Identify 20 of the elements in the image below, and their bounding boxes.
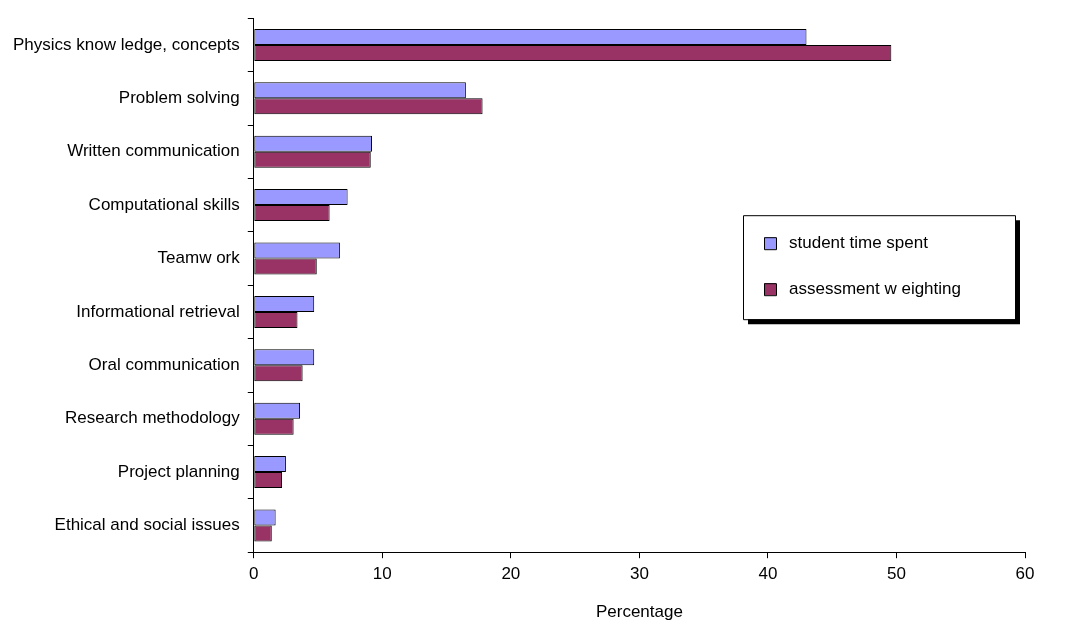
x-tick-label: 30 <box>629 564 649 584</box>
x-tick-label: 10 <box>372 564 392 584</box>
x-tick-label: 60 <box>1015 564 1035 584</box>
y-tick-label: Project planning <box>117 461 240 481</box>
x-tick-label: 50 <box>887 564 906 584</box>
x-tick-label: 0 <box>249 564 259 584</box>
y-tick-label: Research methodology <box>64 408 241 428</box>
x-tick-label: 40 <box>758 564 778 584</box>
x-tick-label: 20 <box>501 564 521 584</box>
y-tick-label: Computational skills <box>88 194 240 214</box>
y-tick-label: Oral communication <box>88 354 240 374</box>
x-axis-title: Percentage <box>595 602 683 622</box>
y-tick-label: Physics know ledge, concepts <box>12 34 240 54</box>
y-tick-label: Informational retrieval <box>76 301 240 321</box>
y-tick-label: Problem solving <box>118 87 240 107</box>
y-tick-label: Teamw ork <box>157 248 241 268</box>
y-tick-label: Ethical and social issues <box>54 515 240 535</box>
legend-label: assessment w eighting <box>789 278 961 298</box>
y-tick-label: Written communication <box>67 141 240 161</box>
legend-label: student time spent <box>789 232 929 252</box>
